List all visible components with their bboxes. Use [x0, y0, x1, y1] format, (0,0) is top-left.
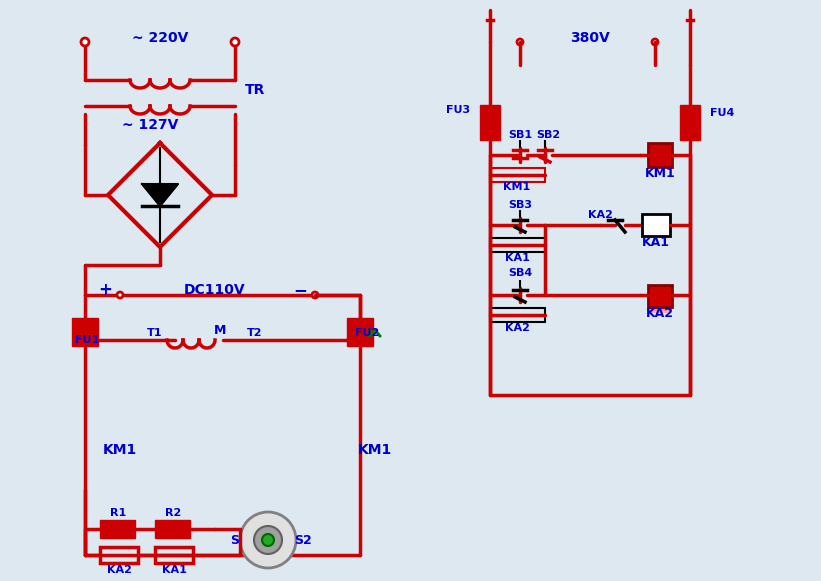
Text: KA2: KA2 — [646, 307, 674, 320]
Text: +: + — [98, 281, 112, 299]
Text: S2: S2 — [294, 533, 312, 547]
Text: S: S — [231, 533, 240, 547]
Bar — [72, 318, 98, 346]
Circle shape — [254, 526, 282, 554]
Bar — [647, 149, 672, 161]
Bar — [647, 148, 672, 163]
Bar — [155, 547, 193, 563]
Text: 380V: 380V — [570, 31, 610, 45]
Bar — [647, 297, 672, 309]
Circle shape — [240, 512, 296, 568]
Text: KA2: KA2 — [588, 210, 612, 220]
Text: KA1: KA1 — [642, 235, 670, 249]
Text: SB2: SB2 — [536, 130, 560, 140]
Text: SB4: SB4 — [508, 268, 532, 278]
Text: KM1: KM1 — [503, 182, 530, 192]
Text: DC110V: DC110V — [184, 283, 245, 297]
Circle shape — [652, 39, 658, 45]
Bar — [647, 293, 672, 313]
Text: M: M — [213, 324, 227, 336]
Text: FU3: FU3 — [446, 105, 470, 115]
Text: KA2: KA2 — [505, 323, 530, 333]
Text: KA1: KA1 — [162, 565, 186, 575]
Circle shape — [231, 38, 239, 46]
Text: −: − — [293, 281, 307, 299]
Text: T2: T2 — [247, 328, 263, 338]
Text: R2: R2 — [165, 508, 181, 518]
Bar — [647, 145, 672, 165]
Text: SB3: SB3 — [508, 200, 532, 210]
Bar — [490, 308, 545, 322]
Bar — [642, 214, 670, 236]
Text: SB1: SB1 — [508, 130, 532, 140]
Bar — [490, 238, 545, 252]
Text: FU2: FU2 — [355, 328, 379, 338]
Text: ~ 127V: ~ 127V — [122, 118, 178, 132]
Text: KM1: KM1 — [358, 443, 392, 457]
Circle shape — [312, 292, 318, 298]
Text: KA2: KA2 — [107, 565, 131, 575]
Text: R1: R1 — [110, 508, 126, 518]
Polygon shape — [142, 184, 178, 206]
Text: ~ 220V: ~ 220V — [132, 31, 188, 45]
Text: FU4: FU4 — [710, 108, 734, 118]
Circle shape — [517, 39, 523, 45]
Bar — [648, 143, 672, 167]
Circle shape — [262, 534, 274, 546]
Bar — [680, 105, 700, 140]
Text: KA1: KA1 — [505, 253, 530, 263]
Bar — [648, 285, 672, 307]
Text: KM1: KM1 — [103, 443, 137, 457]
Circle shape — [117, 292, 123, 298]
Text: FU1: FU1 — [75, 335, 99, 345]
Bar — [155, 520, 190, 538]
Text: T1: T1 — [147, 328, 163, 338]
Bar — [100, 547, 138, 563]
Bar — [490, 168, 545, 182]
Text: TR: TR — [245, 83, 265, 97]
Circle shape — [81, 38, 89, 46]
Bar — [480, 105, 500, 140]
Bar — [647, 296, 672, 311]
Bar — [100, 520, 135, 538]
Text: KM1: KM1 — [644, 167, 676, 180]
Bar — [347, 318, 373, 346]
